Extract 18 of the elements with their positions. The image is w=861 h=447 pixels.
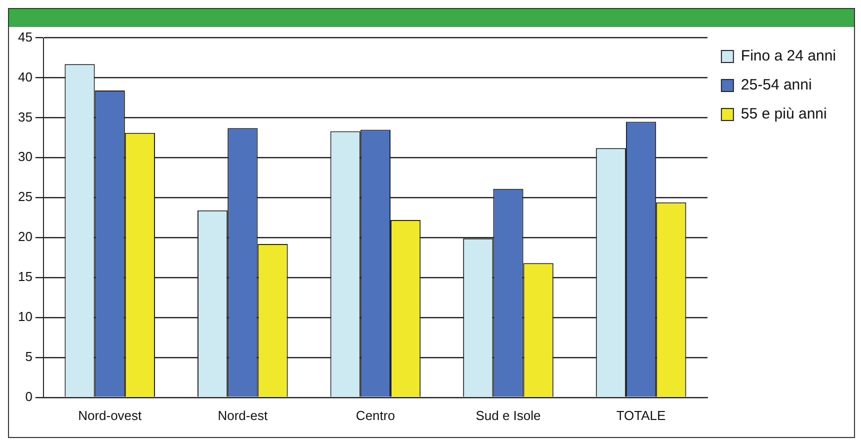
y-tick-label: 40 (18, 69, 32, 84)
y-tick-label: 15 (18, 269, 32, 284)
legend-label: Fino a 24 anni (740, 48, 836, 65)
y-tick-label: 25 (18, 189, 32, 204)
y-tick-label: 10 (18, 309, 32, 324)
legend-label: 25-54 anni (740, 76, 812, 94)
y-tick-label: 5 (25, 349, 32, 364)
x-tick-label: Sud e Isole (476, 408, 541, 423)
x-tick-label: TOTALE (616, 408, 666, 423)
legend-label: 55 e più anni (740, 106, 827, 123)
x-tick-label: Nord-ovest (78, 408, 142, 423)
y-tick-label: 30 (18, 149, 32, 164)
y-tick-label: 45 (18, 29, 32, 44)
y-tick-label: 20 (18, 229, 32, 244)
y-tick-label: 0 (25, 388, 32, 404)
x-tick-label: Centro (356, 408, 395, 423)
y-tick-label: 35 (18, 109, 32, 124)
x-tick-label: Nord-est (218, 408, 268, 423)
